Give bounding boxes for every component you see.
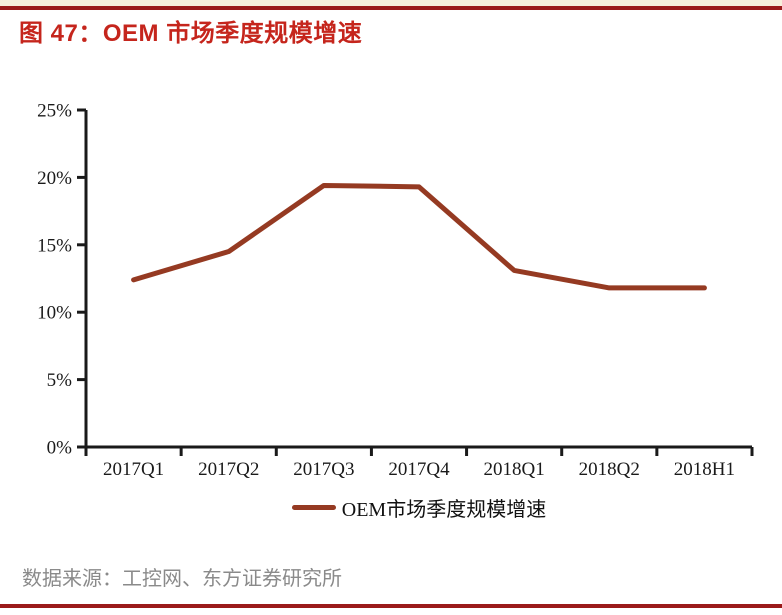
y-tick-label: 0% bbox=[47, 438, 73, 459]
top-red-rule bbox=[0, 6, 782, 10]
x-tick-label: 2018H1 bbox=[674, 459, 735, 480]
x-tick-label: 2017Q4 bbox=[388, 459, 450, 480]
y-tick-label: 15% bbox=[37, 235, 72, 256]
x-tick-label: 2017Q3 bbox=[293, 459, 354, 480]
series-line-oem bbox=[131, 182, 707, 291]
bottom-red-rule bbox=[0, 604, 782, 608]
y-tick-label: 10% bbox=[37, 303, 72, 324]
x-tick-label: 2018Q1 bbox=[484, 459, 545, 480]
x-tick-label: 2018Q2 bbox=[579, 459, 640, 480]
chart-legend: OEM市场季度规模增速 bbox=[86, 495, 752, 521]
line-chart: 0% 5% 10% 15% 20% 25% 2017Q1 2017Q2 2017Q3 2017Q4… bbox=[37, 101, 754, 480]
y-tick-label: 5% bbox=[47, 370, 73, 391]
data-source-note: 数据来源：工控网、东方证券研究所 bbox=[22, 568, 342, 590]
x-tick-label: 2017Q1 bbox=[103, 459, 164, 480]
y-tick-label: 20% bbox=[37, 168, 72, 189]
figure-title: 图 47：OEM 市场季度规模增速 bbox=[19, 20, 363, 47]
legend-series-label: OEM市场季度规模增速 bbox=[341, 498, 547, 521]
top-cream-strip bbox=[0, 0, 782, 6]
x-tick-label: 2017Q2 bbox=[198, 459, 259, 480]
y-tick-label: 25% bbox=[37, 101, 72, 122]
legend-line-swatch bbox=[291, 504, 336, 510]
